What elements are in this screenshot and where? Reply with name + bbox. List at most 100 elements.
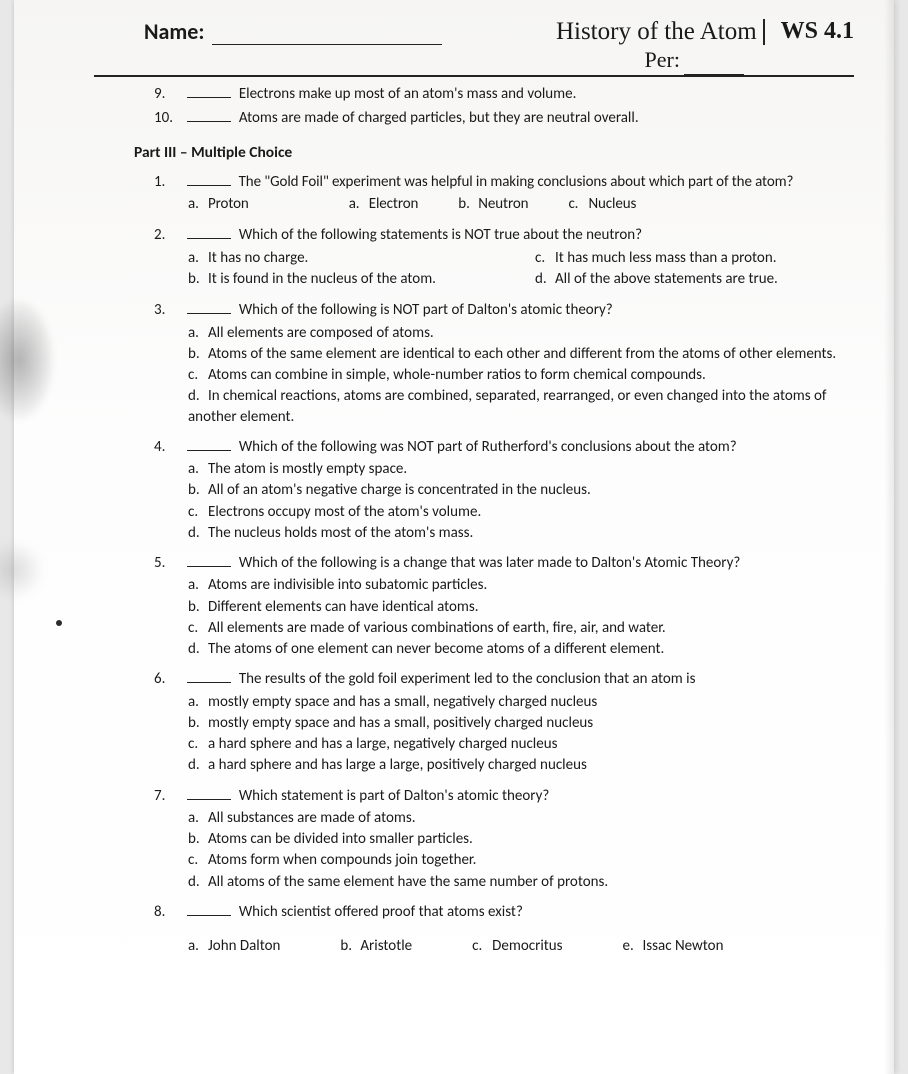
stem-text: Which statement is part of Dalton's atom… <box>239 787 550 805</box>
option-a: a.mostly empty space and has a small, ne… <box>188 692 854 712</box>
worksheet-number: WS 4.1 <box>773 18 854 45</box>
option-d: d.a hard sphere and has large a large, p… <box>188 755 854 775</box>
option-d: d.The nucleus holds most of the atom's m… <box>188 523 854 543</box>
question-3: 3. Which of the following is NOT part of… <box>154 300 854 427</box>
options-list: a.The atom is mostly empty space. b.All … <box>188 459 854 543</box>
option-b: b.Different elements can have identical … <box>188 597 854 617</box>
item-number: 6. <box>154 669 180 689</box>
tf-item-10: 10. Atoms are made of charged particles,… <box>154 109 854 127</box>
question-stem: 5. Which of the following is a change th… <box>154 553 854 573</box>
scan-smudge <box>0 540 44 600</box>
answer-blank[interactable] <box>187 439 231 451</box>
worksheet-title: History of the Atom <box>556 19 765 45</box>
option-d: d.All of the above statements are true. <box>535 269 854 289</box>
header-row: Name: History of the Atom WS 4.1 <box>94 18 854 45</box>
item-number: 10. <box>154 109 180 127</box>
question-8: 8. Which scientist offered proof that at… <box>154 902 854 957</box>
item-number: 2. <box>154 225 180 245</box>
item-number: 4. <box>154 437 180 457</box>
question-2: 2. Which of the following statements is … <box>154 225 854 291</box>
option-a: a.All substances are made of atoms. <box>188 808 854 828</box>
item-number: 9. <box>154 85 180 103</box>
answer-blank[interactable] <box>187 174 231 186</box>
option-a: a.It has no charge. <box>188 248 507 268</box>
answer-blank[interactable] <box>187 110 231 122</box>
options-row: a.John Dalton b.Aristotle c.Democritus e… <box>188 936 854 956</box>
option-b: b.mostly empty space and has a small, po… <box>188 713 854 733</box>
options-list: a.mostly empty space and has a small, ne… <box>188 692 854 776</box>
option-b: b.Atoms can be divided into smaller part… <box>188 829 854 849</box>
stem-text: The results of the gold foil experiment … <box>239 670 696 688</box>
option-b: b.Atoms of the same element are identica… <box>188 344 854 364</box>
item-number: 5. <box>154 553 180 573</box>
worksheet-body: 9. Electrons make up most of an atom's m… <box>94 85 854 956</box>
options-grid: a.It has no charge. b.It is found in the… <box>188 247 854 291</box>
question-stem: 4. Which of the following was NOT part o… <box>154 437 854 457</box>
options-list: a.All elements are composed of atoms. b.… <box>188 323 854 427</box>
scan-smudge <box>0 300 54 420</box>
item-text: Atoms are made of charged particles, but… <box>239 109 639 127</box>
question-6: 6. The results of the gold foil experime… <box>154 669 854 775</box>
option-d: d.In chemical reactions, atoms are combi… <box>188 386 854 427</box>
answer-blank[interactable] <box>187 904 231 916</box>
option-d: d.All atoms of the same element have the… <box>188 872 854 892</box>
question-stem: 7. Which statement is part of Dalton's a… <box>154 786 854 806</box>
options-list: a.Atoms are indivisible into subatomic p… <box>188 575 854 659</box>
period-row: Per: <box>94 47 854 77</box>
item-number: 8. <box>154 902 180 922</box>
option-c: c.Democritus <box>472 936 562 956</box>
options-list: a.All substances are made of atoms. b.At… <box>188 808 854 892</box>
option-c: c.a hard sphere and has a large, negativ… <box>188 734 854 754</box>
item-number: 3. <box>154 300 180 320</box>
option-c: c.Electrons occupy most of the atom's vo… <box>188 502 854 522</box>
stem-text: Which of the following statements is NOT… <box>239 226 642 244</box>
question-4: 4. Which of the following was NOT part o… <box>154 437 854 543</box>
option-b: b.Neutron <box>458 194 528 214</box>
option-a: a.All elements are composed of atoms. <box>188 323 854 343</box>
option-b: b.It is found in the nucleus of the atom… <box>188 269 507 289</box>
tf-item-9: 9. Electrons make up most of an atom's m… <box>154 85 854 103</box>
scan-speck <box>56 620 62 626</box>
answer-blank[interactable] <box>187 788 231 800</box>
option-c: c.It has much less mass than a proton. <box>535 248 854 268</box>
stem-text: Which scientist offered proof that atoms… <box>239 903 523 921</box>
option-a2: a.Electron <box>349 194 419 214</box>
options-row: a.Proton a.Electron b.Neutron c.Nucleus <box>188 194 854 214</box>
name-label: Name: <box>94 18 204 45</box>
period-blank[interactable] <box>684 57 744 75</box>
question-5: 5. Which of the following is a change th… <box>154 553 854 659</box>
question-stem: 3. Which of the following is NOT part of… <box>154 300 854 320</box>
answer-blank[interactable] <box>187 555 231 567</box>
option-c: c.Atoms form when compounds join togethe… <box>188 850 854 870</box>
stem-text: The "Gold Foil" experiment was helpful i… <box>239 173 794 191</box>
answer-blank[interactable] <box>187 227 231 239</box>
question-stem: 6. The results of the gold foil experime… <box>154 669 854 689</box>
option-d: d.The atoms of one element can never bec… <box>188 639 854 659</box>
option-b: b.All of an atom's negative charge is co… <box>188 480 854 500</box>
worksheet-page: Name: History of the Atom WS 4.1 Per: 9.… <box>14 0 894 1074</box>
option-c: c.All elements are made of various combi… <box>188 618 854 638</box>
item-number: 1. <box>154 172 180 192</box>
option-a: a.Proton <box>188 194 249 214</box>
question-7: 7. Which statement is part of Dalton's a… <box>154 786 854 892</box>
part-iii-heading: Part III – Multiple Choice <box>134 143 854 162</box>
question-1: 1. The "Gold Foil" experiment was helpfu… <box>154 172 854 215</box>
answer-blank[interactable] <box>187 302 231 314</box>
stem-text: Which of the following is a change that … <box>239 554 741 572</box>
period-label: Per: <box>645 47 680 73</box>
item-text: Electrons make up most of an atom's mass… <box>239 85 577 103</box>
name-blank[interactable] <box>212 25 442 45</box>
option-b: b.Aristotle <box>340 936 412 956</box>
option-a: a.The atom is mostly empty space. <box>188 459 854 479</box>
question-stem: 1. The "Gold Foil" experiment was helpfu… <box>154 172 854 192</box>
answer-blank[interactable] <box>187 86 231 98</box>
answer-blank[interactable] <box>187 671 231 683</box>
option-a: a.Atoms are indivisible into subatomic p… <box>188 575 854 595</box>
option-c: c.Atoms can combine in simple, whole-num… <box>188 365 854 385</box>
option-c: c.Nucleus <box>568 194 636 214</box>
stem-text: Which of the following was NOT part of R… <box>239 438 737 456</box>
option-e: e.Issac Newton <box>623 936 724 956</box>
question-stem: 2. Which of the following statements is … <box>154 225 854 245</box>
option-a: a.John Dalton <box>188 936 280 956</box>
stem-text: Which of the following is NOT part of Da… <box>239 301 613 319</box>
